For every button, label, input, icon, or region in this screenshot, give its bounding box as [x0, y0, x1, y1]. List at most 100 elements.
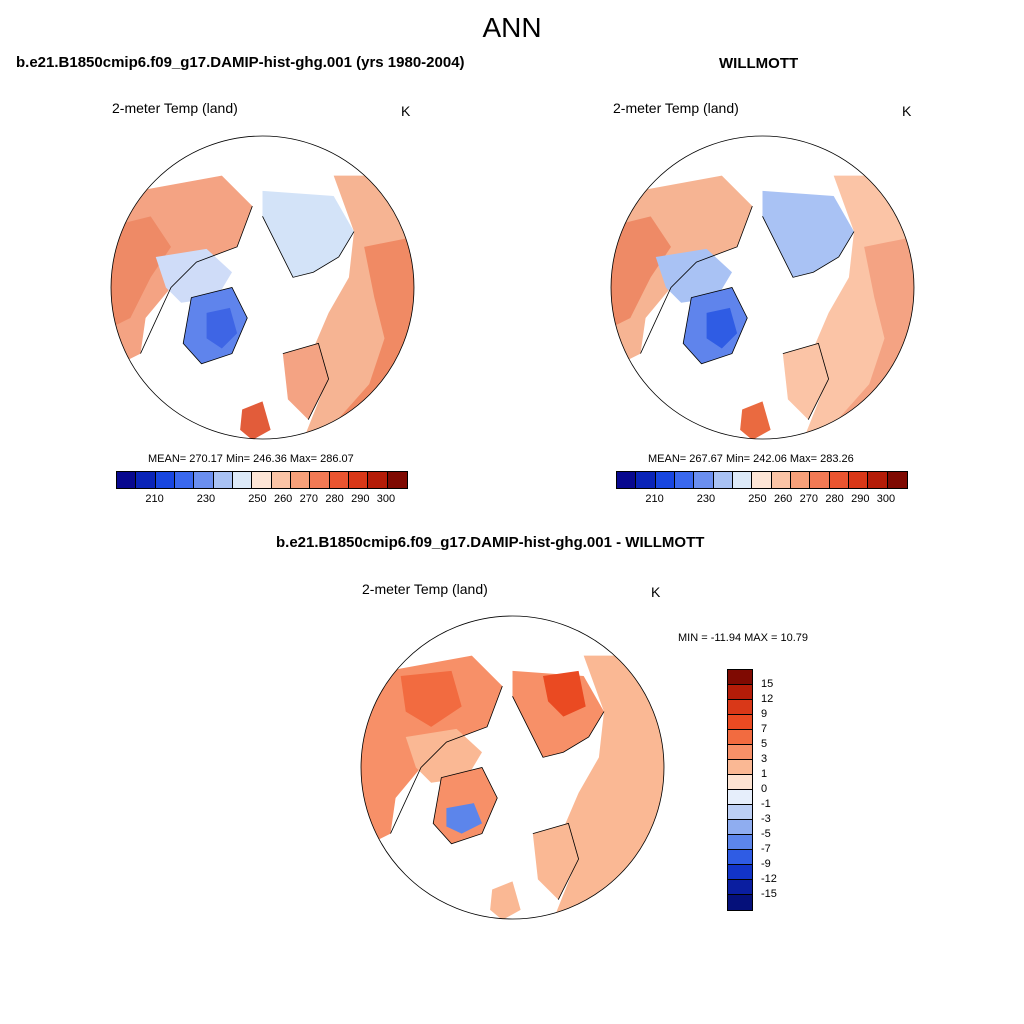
panel3-title: b.e21.B1850cmip6.f09_g17.DAMIP-hist-ghg.…	[276, 534, 705, 551]
colorbar-swatch	[271, 472, 291, 488]
colorbar-swatch	[329, 472, 349, 488]
coastline	[640, 206, 855, 420]
scandinavia	[782, 343, 829, 420]
british-isles	[240, 401, 271, 439]
colorbar-swatch	[617, 472, 637, 488]
panel2-polar-map	[610, 135, 915, 440]
colorbar-swatch	[728, 745, 752, 760]
colorbar-swatch	[728, 805, 752, 820]
colorbar-swatch	[290, 472, 311, 488]
scandinavia	[532, 823, 579, 900]
colorbar-tick-label: 290	[851, 493, 870, 505]
colorbar-swatch	[368, 472, 388, 488]
colorbar-tick-label: 230	[696, 493, 716, 505]
colorbar-swatch	[728, 760, 752, 775]
colorbar-swatch	[771, 472, 791, 488]
colorbar-swatch	[728, 880, 752, 895]
panel3-polar-map	[360, 615, 665, 920]
colorbar-swatch	[310, 472, 330, 488]
colorbar-swatch	[194, 472, 214, 488]
canadian-archipelago	[155, 248, 232, 303]
colorbar-swatch	[674, 472, 695, 488]
colorbar-swatch	[252, 472, 272, 488]
colorbar-swatch	[348, 472, 369, 488]
colorbar-tick-label: -7	[761, 843, 771, 855]
colorbar-swatch	[232, 472, 253, 488]
colorbar-tick-label: -1	[761, 798, 771, 810]
greenland-cold-anomaly	[446, 803, 482, 834]
colorbar-swatch	[387, 472, 407, 488]
panel2-variable-label: 2-meter Temp (land)	[613, 100, 739, 116]
british-isles	[490, 881, 521, 919]
panel3-units-label: K	[651, 584, 661, 600]
alaska-warm-region	[111, 216, 171, 329]
siberia-cold-region	[762, 190, 854, 278]
colorbar-swatch	[728, 670, 752, 685]
colorbar-swatch	[728, 700, 752, 715]
panel3-variable-label: 2-meter Temp (land)	[362, 581, 488, 597]
colorbar-swatch	[155, 472, 175, 488]
greenland-interior	[706, 307, 738, 349]
colorbar-swatch	[174, 472, 195, 488]
colorbar-swatch	[713, 472, 733, 488]
colorbar-tick-label: 12	[761, 693, 774, 705]
colorbar-swatch	[728, 730, 752, 745]
colorbar-swatch	[694, 472, 714, 488]
colorbar-swatch	[636, 472, 656, 488]
colorbar-tick-label: 270	[799, 493, 819, 505]
colorbar-swatch	[728, 715, 752, 730]
colorbar-swatch	[136, 472, 156, 488]
siberia-warm-anomaly	[543, 670, 586, 717]
colorbar-swatch	[887, 472, 907, 488]
colorbar-swatch	[728, 790, 752, 805]
colorbar-tick-label: 260	[273, 493, 293, 505]
colorbar-swatch	[213, 472, 233, 488]
panel2-units-label: K	[902, 103, 912, 119]
panel2-colorbar	[616, 471, 908, 489]
map-boundary	[360, 615, 665, 920]
panel1-units-label: K	[401, 103, 411, 119]
colorbar-tick-label: 7	[761, 723, 768, 735]
canada-warm-anomaly	[400, 670, 462, 727]
colorbar-swatch	[728, 685, 752, 700]
colorbar-tick-label: 15	[761, 678, 774, 690]
colorbar-swatch	[728, 850, 752, 865]
colorbar-tick-label: 210	[645, 493, 664, 505]
colorbar-tick-label: 5	[761, 738, 768, 750]
colorbar-tick-label: 280	[325, 493, 344, 505]
coastline	[140, 206, 355, 420]
panel3-colorbar	[727, 669, 753, 911]
siberia-cold-region	[262, 190, 354, 278]
colorbar-swatch	[728, 895, 752, 910]
colorbar-swatch	[728, 835, 752, 850]
colorbar-tick-label: 9	[761, 708, 768, 720]
canadian-archipelago	[655, 248, 732, 303]
panel3-stats: MIN = -11.94 MAX = 10.79	[678, 632, 809, 644]
colorbar-tick-label: 290	[351, 493, 370, 505]
colorbar-tick-label: 300	[876, 493, 896, 505]
alaska-warm-region	[611, 216, 671, 329]
colorbar-swatch	[728, 820, 752, 835]
colorbar-tick-label: -5	[761, 828, 771, 840]
map-boundary	[610, 135, 915, 440]
panel2-stats: MEAN= 267.67 Min= 242.06 Max= 283.26	[648, 453, 854, 465]
greenland-interior	[206, 307, 238, 349]
colorbar-swatch	[732, 472, 753, 488]
colorbar-swatch	[829, 472, 849, 488]
colorbar-swatch	[655, 472, 675, 488]
panel1-polar-map	[110, 135, 415, 440]
colorbar-tick-label: 260	[773, 493, 793, 505]
canadian-archipelago	[405, 728, 482, 783]
colorbar-tick-label: 3	[761, 753, 768, 765]
colorbar-swatch	[868, 472, 888, 488]
colorbar-tick-label: 250	[248, 493, 267, 505]
colorbar-tick-label: 300	[376, 493, 396, 505]
panel1-stats: MEAN= 270.17 Min= 246.36 Max= 286.07	[148, 453, 354, 465]
panel1-title: b.e21.B1850cmip6.f09_g17.DAMIP-hist-ghg.…	[16, 54, 465, 71]
colorbar-tick-label: 0	[761, 783, 768, 795]
colorbar-swatch	[728, 775, 752, 790]
coastline	[390, 686, 605, 900]
colorbar-tick-label: -12	[761, 873, 777, 885]
scandinavia	[282, 343, 329, 420]
colorbar-tick-label: -15	[761, 888, 777, 900]
